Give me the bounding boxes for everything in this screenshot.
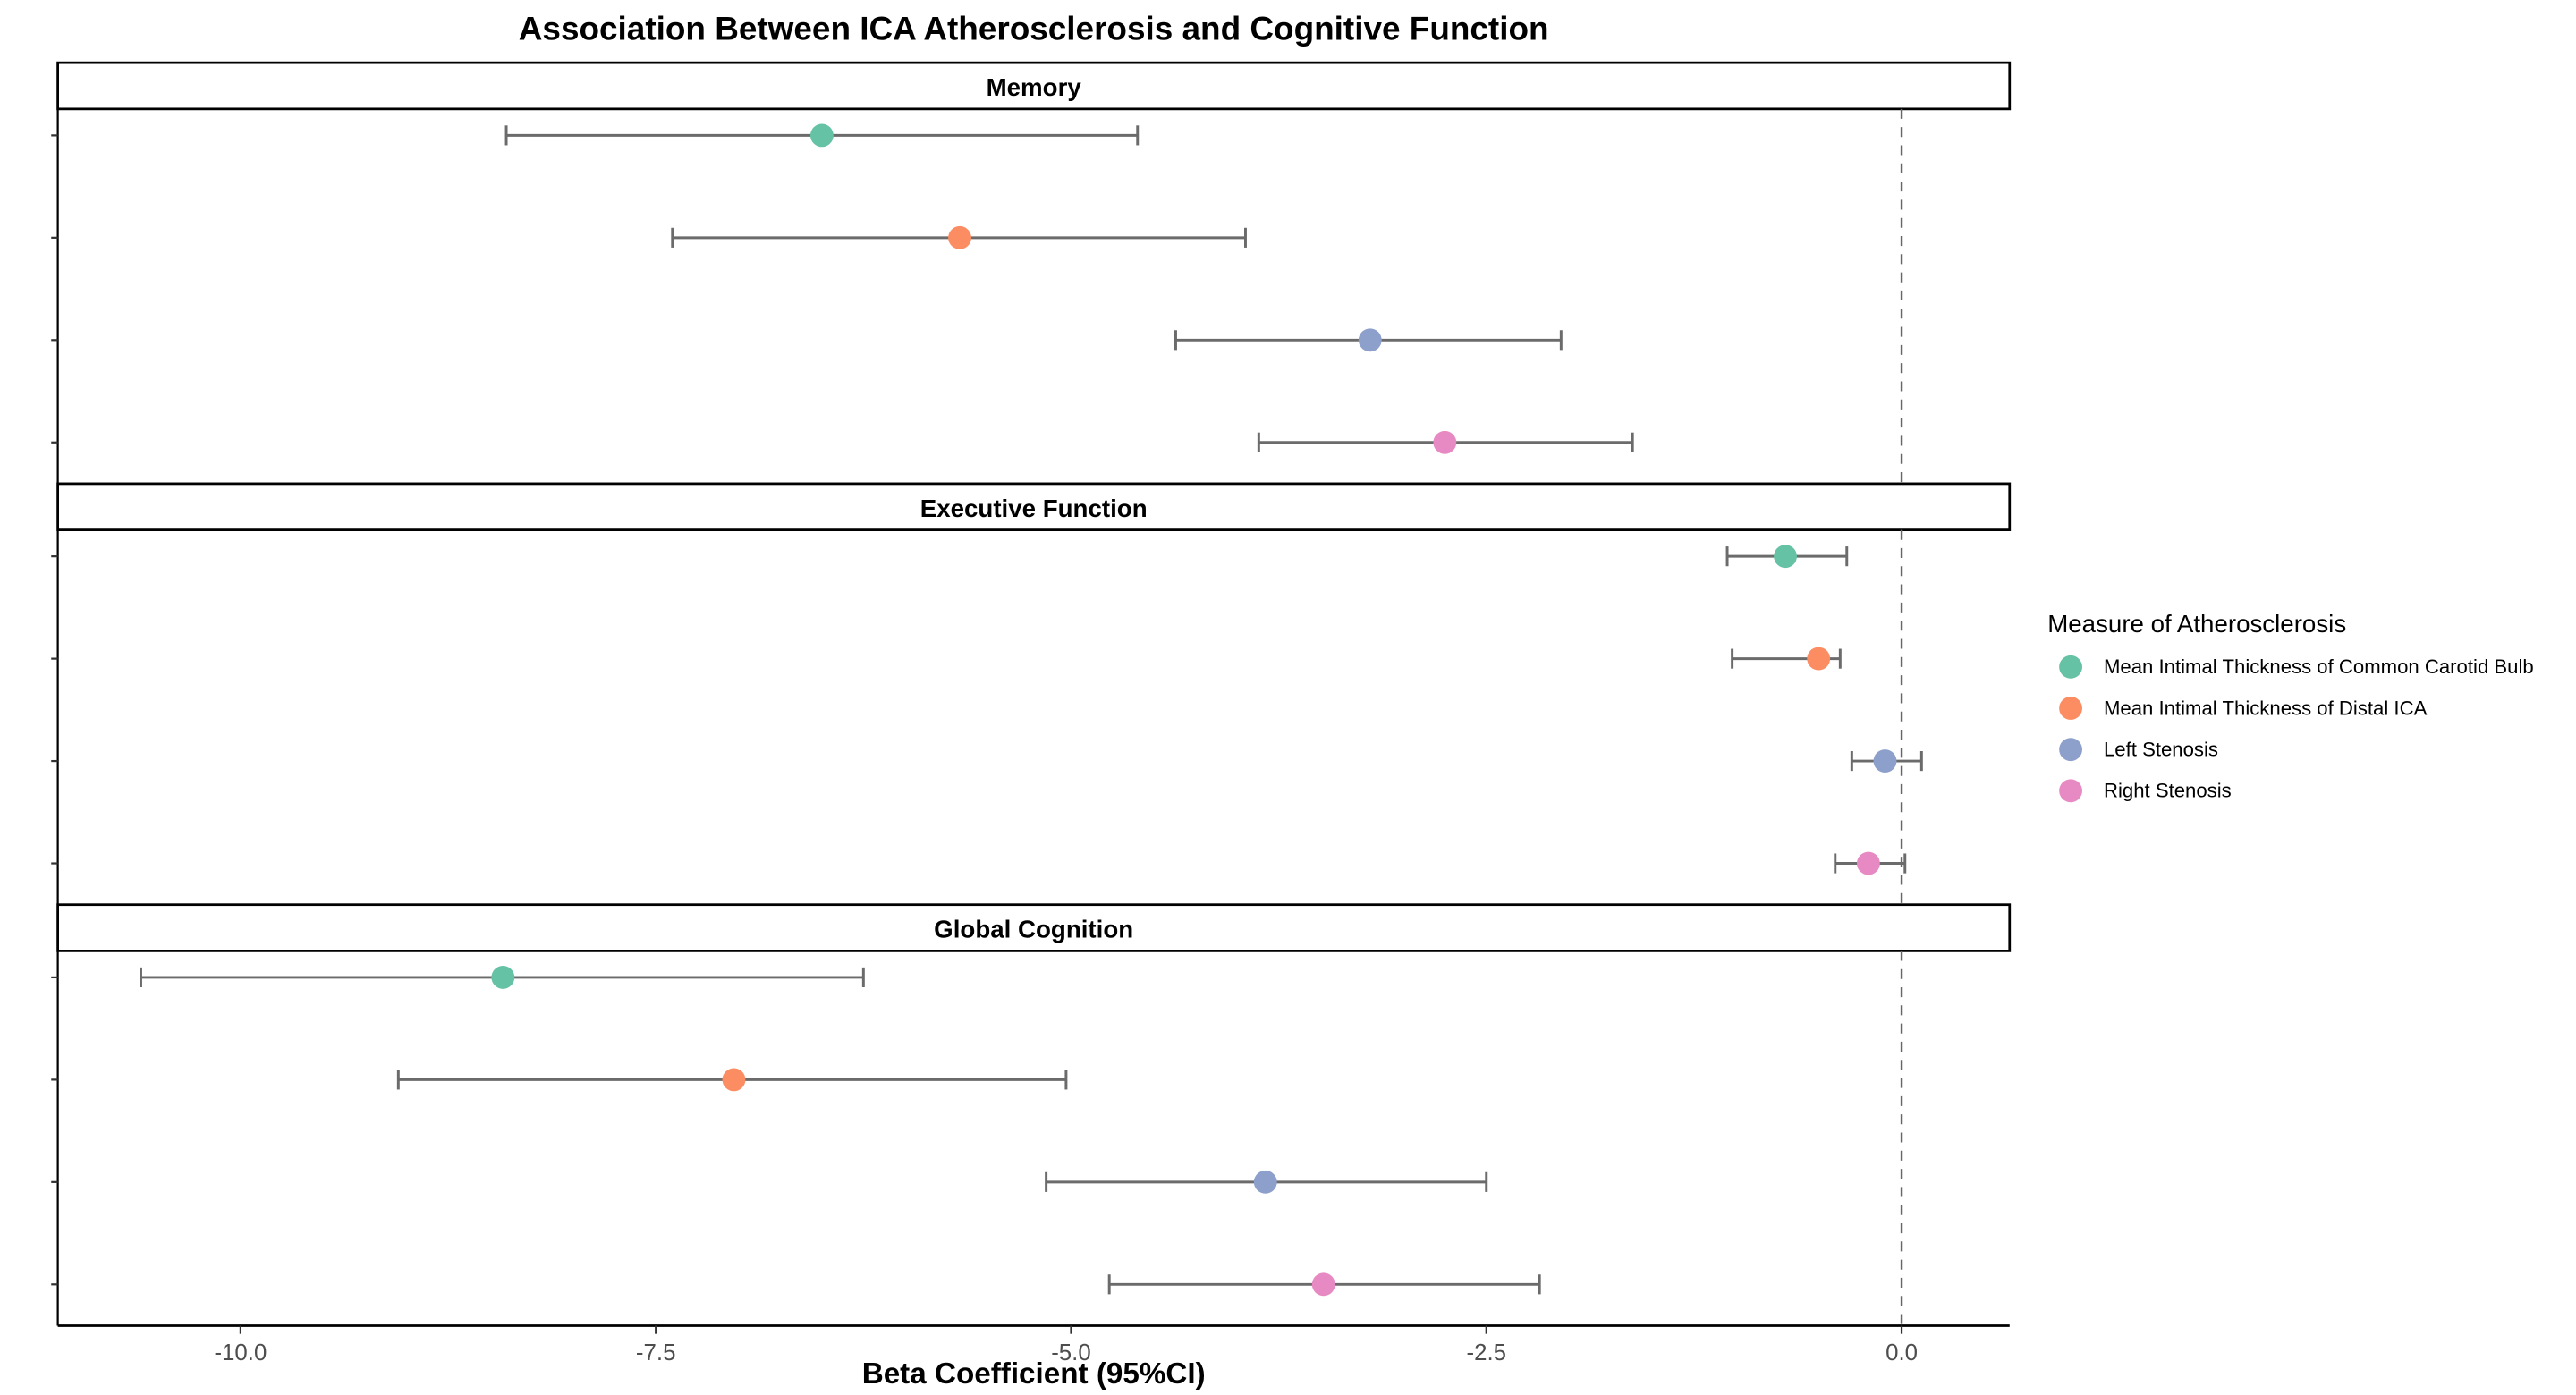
panel-executive-function: Executive Function (51, 482, 2012, 905)
chart-title: Association Between ICA Atherosclerosis … (519, 10, 1549, 46)
x-tick-label-1: -7.5 (636, 1340, 676, 1365)
x-tick-label-2: -5.0 (1051, 1340, 1091, 1365)
x-axis: -10.0 -7.5 -5.0 -2.5 0.0 (57, 1324, 2010, 1365)
point-memory-right-stenosis (1433, 430, 1457, 454)
strip-global-cognition (56, 903, 2012, 952)
strip-label-memory: Memory (987, 73, 1082, 101)
x-tick-label-3: -2.5 (1467, 1340, 1507, 1365)
legend-label-mean-intimal-thickness-of-common-carotid-bulb: Mean Intimal Thickness of Common Carotid… (2104, 655, 2534, 678)
strip-label-global-cognition: Global Cognition (934, 916, 1133, 943)
point-executive-function-mean-intimal-thickness-of-common-carotid-bulb (1774, 545, 1797, 569)
point-memory-mean-intimal-thickness-of-distal-ica (948, 225, 971, 249)
x-tick-label-0: -10.0 (214, 1340, 267, 1365)
legend-item-mean-intimal-thickness-of-common-carotid-bulb: Mean Intimal Thickness of Common Carotid… (2059, 655, 2534, 679)
point-executive-function-left-stenosis (1873, 749, 1897, 773)
point-global-cognition-mean-intimal-thickness-of-common-carotid-bulb (491, 965, 515, 989)
panel-global-cognition: Global Cognition (51, 903, 2012, 1326)
point-global-cognition-mean-intimal-thickness-of-distal-ica (722, 1068, 746, 1092)
legend-title: Measure of Atherosclerosis (2047, 610, 2346, 638)
legend-item-left-stenosis: Left Stenosis (2059, 738, 2218, 762)
legend-label-left-stenosis: Left Stenosis (2104, 739, 2218, 761)
point-global-cognition-left-stenosis (1253, 1170, 1277, 1194)
legend-item-right-stenosis: Right Stenosis (2059, 779, 2232, 803)
x-tick-label-4: 0.0 (1885, 1340, 1918, 1365)
legend-key-mean-intimal-thickness-of-distal-ica (2059, 697, 2082, 720)
panel-memory: Memory (51, 61, 2012, 484)
legend-key-mean-intimal-thickness-of-common-carotid-bulb (2059, 655, 2082, 679)
panels-group: Memory Executive Function Global Cognition (51, 61, 2012, 1326)
legend-label-right-stenosis: Right Stenosis (2104, 780, 2232, 802)
legend: Measure of Atherosclerosis Mean Intimal … (2047, 610, 2534, 803)
point-memory-mean-intimal-thickness-of-common-carotid-bulb (809, 123, 834, 148)
point-executive-function-mean-intimal-thickness-of-distal-ica (1807, 647, 1831, 671)
legend-item-mean-intimal-thickness-of-distal-ica: Mean Intimal Thickness of Distal ICA (2059, 697, 2428, 720)
strip-memory (56, 61, 2012, 111)
point-memory-left-stenosis (1358, 328, 1382, 352)
strip-executive-function (56, 482, 2012, 531)
legend-label-mean-intimal-thickness-of-distal-ica: Mean Intimal Thickness of Distal ICA (2104, 697, 2428, 719)
point-executive-function-right-stenosis (1856, 851, 1880, 875)
legend-key-left-stenosis (2059, 738, 2082, 762)
point-global-cognition-right-stenosis (1311, 1272, 1335, 1297)
strip-label-executive-function: Executive Function (920, 495, 1148, 522)
legend-key-right-stenosis (2059, 779, 2082, 803)
x-axis-title: Beta Coefficient (95%CI) (862, 1357, 1206, 1391)
